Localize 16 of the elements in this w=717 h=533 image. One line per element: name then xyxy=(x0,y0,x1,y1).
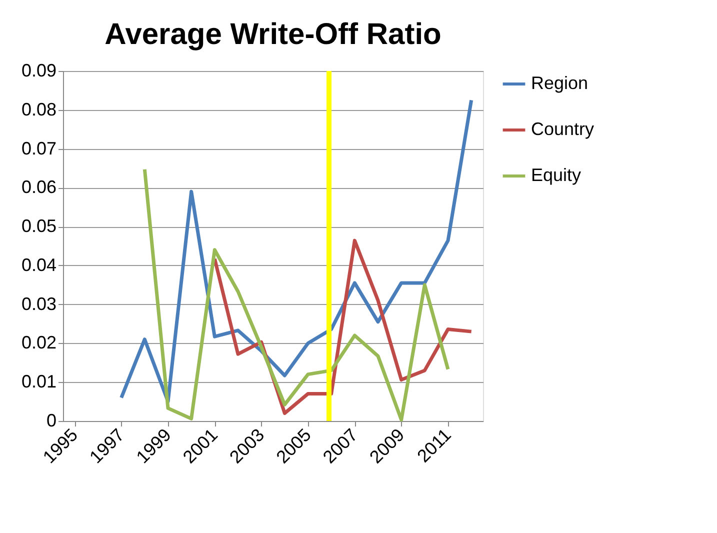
y-tick-label: 0.09 xyxy=(21,60,56,80)
legend-label: Equity xyxy=(531,165,582,185)
chart-title: Average Write-Off Ratio xyxy=(104,18,442,51)
line-series xyxy=(142,168,450,422)
line-series xyxy=(120,98,474,404)
y-tick-label: 0.03 xyxy=(21,294,56,314)
y-tick-label: 0.06 xyxy=(21,177,56,198)
y-tick-label: 0.05 xyxy=(21,216,56,236)
y-tick-label: 0.08 xyxy=(21,99,56,120)
legend-label: Country xyxy=(531,119,594,139)
y-tick-label: 0.04 xyxy=(21,254,56,275)
y-tick-label: 0.07 xyxy=(21,138,56,158)
y-tick-label: 0.01 xyxy=(21,372,56,392)
legend-label: Region xyxy=(531,73,588,93)
y-tick-label: 0 xyxy=(46,410,56,430)
y-tick-label: 0.02 xyxy=(21,332,56,353)
